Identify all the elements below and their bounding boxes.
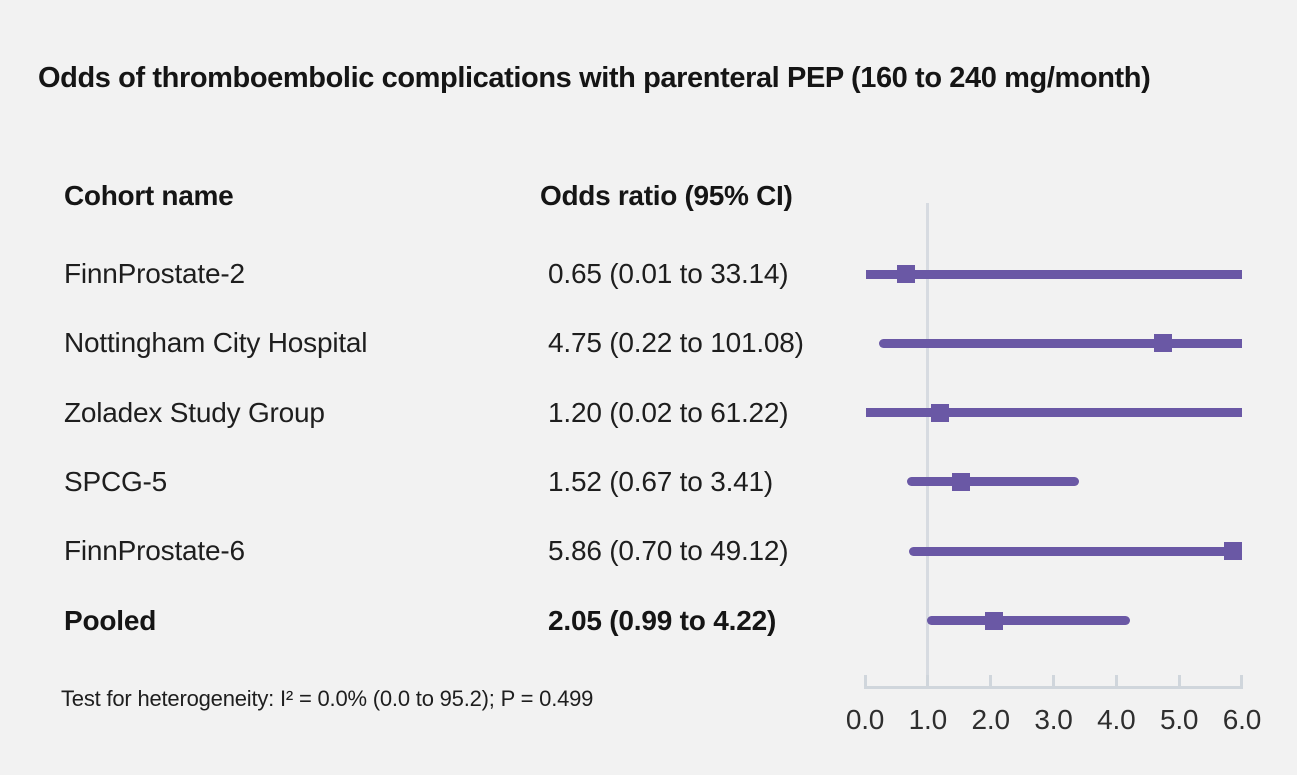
axis-tick-label: 1.0 [908, 704, 948, 735]
axis-tick [1051, 675, 1055, 686]
table-row: FinnProstate-6 5.86 (0.70 to 49.12) [0, 531, 1297, 571]
odds-ratio-value: 2.05 (0.99 to 4.22) [548, 604, 777, 636]
estimate-marker [931, 403, 950, 422]
axis-tick-label: 6.0 [1222, 704, 1262, 735]
ci-bar [908, 546, 1242, 556]
reference-line [926, 203, 930, 686]
ci-bar [865, 269, 1242, 279]
axis-tick [1240, 675, 1244, 686]
axis-tick-label: 0.0 [845, 704, 885, 735]
heterogeneity-footnote: Test for heterogeneity: I² = 0.0% (0.0 t… [61, 686, 594, 711]
odds-ratio-value: 1.52 (0.67 to 3.41) [548, 465, 774, 497]
cohort-name: FinnProstate-2 [64, 258, 245, 289]
x-axis [864, 686, 1243, 689]
cohort-name: Nottingham City Hospital [64, 327, 368, 359]
table-row: FinnProstate-2 0.65 (0.01 to 33.14) [0, 254, 1297, 294]
estimate-marker [896, 265, 915, 283]
cohort-name: SPCG-5 [64, 465, 168, 497]
ci-bar [878, 338, 1242, 348]
estimate-marker [951, 472, 970, 491]
axis-tick-label: 3.0 [1034, 704, 1073, 735]
estimate-marker [984, 611, 1003, 630]
figure-title: Odds of thromboembolic complications wit… [38, 62, 1151, 94]
column-header-cohort-name: Cohort name [64, 180, 234, 211]
cohort-name: FinnProstate-6 [64, 535, 245, 567]
odds-ratio-value: 0.65 (0.01 to 33.14) [548, 258, 789, 289]
column-header-odds-ratio: Odds ratio (95% CI) [540, 180, 793, 211]
ci-bar [927, 616, 1131, 625]
odds-ratio-value: 5.86 (0.70 to 49.12) [548, 535, 789, 567]
axis-tick [926, 675, 930, 686]
cohort-name: Pooled [64, 604, 157, 636]
axis-tick [989, 675, 993, 686]
estimate-marker [1224, 542, 1243, 561]
table-row: Zoladex Study Group 1.20 (0.02 to 61.22) [0, 393, 1297, 433]
ci-bar [866, 408, 1242, 418]
axis-tick [1114, 675, 1118, 686]
table-row: SPCG-5 1.52 (0.67 to 3.41) [0, 462, 1297, 502]
axis-tick-label: 2.0 [971, 704, 1010, 735]
axis-tick-label: 4.0 [1097, 704, 1136, 735]
axis-tick [1177, 675, 1181, 686]
axis-tick-label: 5.0 [1159, 704, 1199, 735]
cohort-name: Zoladex Study Group [64, 396, 325, 428]
ci-bar [907, 477, 1080, 487]
table-row: Pooled 2.05 (0.99 to 4.22) [0, 601, 1297, 641]
axis-tick [863, 675, 867, 686]
table-row: Nottingham City Hospital 4.75 (0.22 to 10… [0, 323, 1297, 363]
odds-ratio-value: 4.75 (0.22 to 101.08) [548, 327, 804, 359]
odds-ratio-value: 1.20 (0.02 to 61.22) [548, 396, 789, 428]
estimate-marker [1154, 334, 1173, 353]
